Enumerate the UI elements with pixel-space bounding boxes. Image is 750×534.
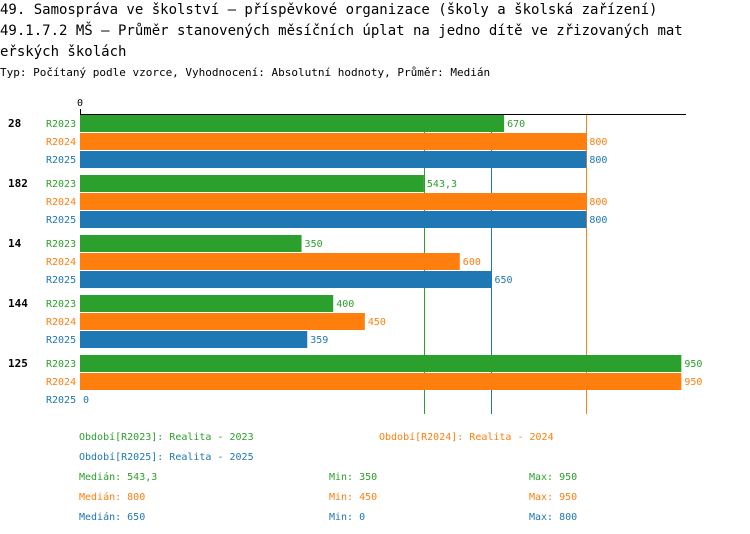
series-label-R2024: R2024 [46, 197, 76, 208]
median-stat-R2023: Medián: 543,3 [79, 471, 157, 483]
max-stat-R2025: Max: 800 [529, 512, 577, 523]
category-label: 14 [8, 237, 22, 250]
data-label-R2024: 600 [463, 257, 481, 268]
title-line-3: eřských školách [0, 44, 127, 60]
data-label-R2025: 800 [589, 215, 607, 226]
category-label: 144 [8, 297, 28, 310]
series-label-R2025: R2025 [46, 275, 76, 286]
series-label-R2025: R2025 [46, 215, 76, 226]
data-label-R2023: 543,3 [427, 179, 457, 190]
data-label-R2024: 800 [589, 197, 607, 208]
data-label-R2024: 950 [684, 377, 702, 388]
series-label-R2024: R2024 [46, 317, 76, 328]
x-axis-zero-label: 0 [77, 98, 83, 109]
series-label-R2024: R2024 [46, 137, 76, 148]
legend-entry-R2024: Období[R2024]: Realita - 2024 [379, 431, 554, 443]
max-stat-R2023: Max: 950 [529, 472, 577, 483]
bar-R2024 [80, 193, 587, 210]
bar-R2023 [80, 355, 682, 372]
bar-R2025 [80, 331, 308, 348]
median-stat-R2025: Medián: 650 [79, 511, 145, 523]
chart-title: 49. Samospráva ve školství – příspěvkové… [0, 0, 750, 63]
chart-subtitle: Typ: Počítaný podle vzorce, Vyhodnocení:… [0, 66, 491, 79]
series-label-R2023: R2023 [46, 119, 76, 130]
category-label: 182 [8, 177, 28, 190]
min-stat-R2024: Min: 450 [329, 492, 377, 503]
bar-R2024 [80, 373, 682, 390]
data-label-R2023: 400 [336, 299, 354, 310]
series-label-R2023: R2023 [46, 239, 76, 250]
data-label-R2023: 670 [507, 119, 525, 130]
bar-R2023 [80, 115, 505, 132]
bar-R2024 [80, 133, 587, 150]
series-label-R2024: R2024 [46, 257, 76, 268]
data-label-R2025: 359 [310, 335, 328, 346]
min-stat-R2025: Min: 0 [329, 512, 365, 523]
min-stat-R2023: Min: 350 [329, 472, 377, 483]
median-stat-R2024: Medián: 800 [79, 491, 145, 503]
bar-R2023 [80, 235, 302, 252]
category-label: 125 [8, 357, 28, 370]
data-label-R2024: 450 [368, 317, 386, 328]
bar-R2025 [80, 211, 587, 228]
bar-R2023 [80, 175, 424, 192]
bar-R2025 [80, 271, 492, 288]
series-label-R2025: R2025 [46, 155, 76, 166]
legend-entry-R2023: Období[R2023]: Realita - 2023 [79, 431, 254, 443]
category-label: 28 [8, 117, 21, 130]
bar-R2024 [80, 313, 365, 330]
title-line-1: 49. Samospráva ve školství – příspěvkové… [0, 2, 658, 18]
bar-R2025 [80, 151, 587, 168]
data-label-R2023: 950 [684, 359, 702, 370]
bar-R2024 [80, 253, 460, 270]
data-label-R2025: 800 [589, 155, 607, 166]
max-stat-R2024: Max: 950 [529, 492, 577, 503]
data-label-R2025: 0 [83, 395, 89, 406]
legend-entry-R2025: Období[R2025]: Realita - 2025 [79, 451, 254, 463]
title-line-2: 49.1.7.2 MŠ – Průměr stanovených měsíční… [0, 23, 683, 39]
series-label-R2025: R2025 [46, 335, 76, 346]
series-label-R2023: R2023 [46, 179, 76, 190]
data-label-R2023: 350 [305, 239, 323, 250]
series-label-R2023: R2023 [46, 359, 76, 370]
series-label-R2024: R2024 [46, 377, 76, 388]
data-label-R2025: 650 [494, 275, 512, 286]
data-label-R2024: 800 [589, 137, 607, 148]
series-label-R2023: R2023 [46, 299, 76, 310]
bar-R2023 [80, 295, 334, 312]
series-label-R2025: R2025 [46, 395, 76, 406]
